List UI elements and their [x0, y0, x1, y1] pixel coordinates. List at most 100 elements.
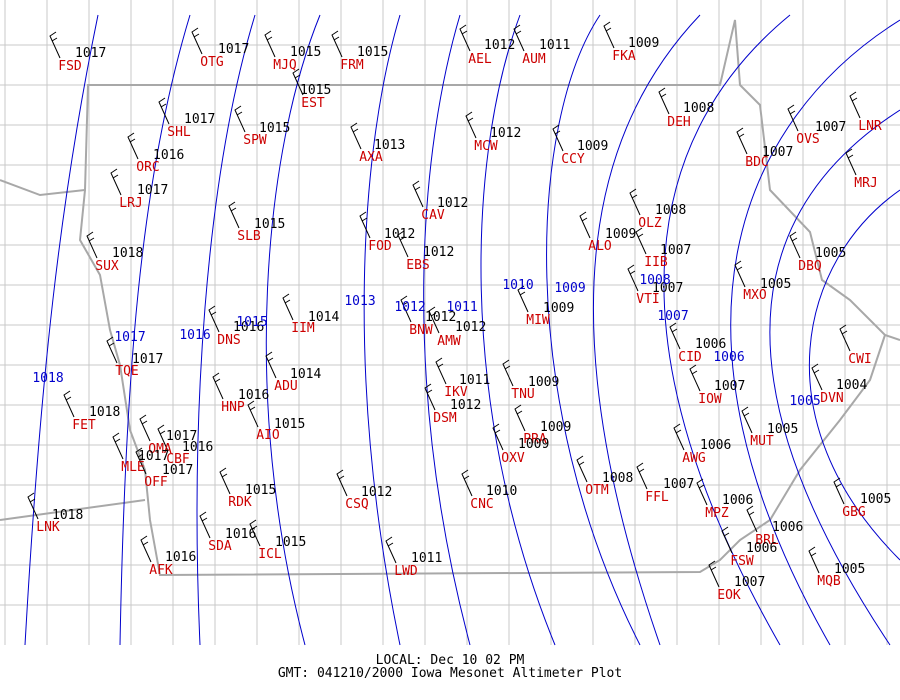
- isobar: [730, 19, 900, 646]
- station-pressure: 1015: [259, 121, 290, 136]
- station-id: SUX: [95, 259, 119, 274]
- station-id: GBG: [842, 505, 866, 520]
- station-pressure: 1012: [450, 398, 481, 413]
- isobar-label: 1013: [344, 294, 375, 309]
- station-id: ALO: [588, 239, 612, 254]
- station-pressure: 1015: [245, 483, 276, 498]
- station-id: MCW: [474, 139, 498, 154]
- wind-barb: [199, 511, 211, 539]
- wind-barb: [603, 21, 615, 49]
- border: [0, 499, 146, 521]
- station-id: DBQ: [798, 259, 822, 274]
- wind-barb: [513, 24, 525, 52]
- station-pressure: 1007: [762, 145, 793, 160]
- station-pressure: 1004: [836, 378, 867, 393]
- station-pressure: 1012: [425, 310, 456, 325]
- wind-barb: [708, 560, 720, 588]
- station-id: OVS: [796, 132, 819, 147]
- station-id: OXV: [501, 451, 525, 466]
- wind-barb: [247, 400, 259, 428]
- isobar: [363, 14, 401, 646]
- isobar-label: 1018: [32, 371, 63, 386]
- wind-barb: [208, 305, 220, 333]
- station-id: FRM: [340, 58, 364, 73]
- wind-barb: [845, 148, 857, 176]
- station-pressure: 1017: [137, 183, 168, 198]
- station-id: BRL: [755, 533, 779, 548]
- station-pressure: 1017: [138, 449, 169, 464]
- wind-barb: [385, 536, 397, 564]
- station-pressure: 1013: [374, 138, 405, 153]
- station-pressure: 1017: [132, 352, 163, 367]
- station-id: AEL: [468, 52, 492, 67]
- station-id: AMW: [437, 334, 461, 349]
- station-id: OFF: [144, 475, 168, 490]
- isobar-label: 1015: [236, 315, 267, 330]
- wind-barb: [576, 455, 588, 483]
- wind-barb: [635, 227, 647, 255]
- wind-barb: [63, 390, 75, 418]
- station-id: ICL: [258, 547, 282, 562]
- station-id: DNS: [217, 333, 240, 348]
- station-id: AIO: [256, 428, 280, 443]
- station-id: CCY: [561, 152, 585, 167]
- wind-barb: [428, 306, 440, 334]
- wind-barb: [734, 260, 746, 288]
- station-id: OTM: [585, 483, 609, 498]
- station-id: FSW: [730, 554, 754, 569]
- wind-barb: [106, 336, 118, 364]
- isobar-label: 1011: [446, 300, 477, 315]
- station-id: SDA: [208, 539, 232, 554]
- station-id: EOK: [717, 588, 741, 603]
- station-pressure: 1017: [75, 46, 106, 61]
- station-pressure: 1005: [767, 422, 798, 437]
- station-id: CAV: [421, 208, 445, 223]
- station-id: PRA: [523, 432, 547, 447]
- wind-barb: [629, 188, 641, 216]
- wind-barb: [86, 231, 98, 259]
- station-id: TQE: [115, 364, 138, 379]
- station-id: LWD: [394, 564, 418, 579]
- station-id: CSQ: [345, 497, 369, 512]
- station-id: DEH: [667, 115, 690, 130]
- wind-barb: [746, 505, 758, 533]
- wind-barb: [219, 467, 231, 495]
- isobar-label: 1010: [502, 278, 533, 293]
- station-id: EST: [301, 96, 325, 111]
- station-id: FET: [72, 418, 96, 433]
- footer-local: LOCAL: Dec 10 02 PM: [376, 653, 525, 668]
- wind-barb: [292, 68, 304, 96]
- station-id: AFK: [149, 563, 173, 578]
- wind-barb: [552, 124, 564, 152]
- station-pressure: 1008: [655, 203, 686, 218]
- wind-barb: [110, 168, 122, 196]
- wind-barb: [514, 404, 526, 432]
- wind-barb: [658, 87, 670, 115]
- station-id: IIM: [291, 321, 315, 336]
- station-id: AWG: [682, 451, 706, 466]
- isobar: [196, 14, 256, 646]
- wind-barb: [721, 526, 733, 554]
- station-pressure: 1015: [300, 83, 331, 98]
- station-pressure: 1011: [411, 551, 442, 566]
- wind-barb: [517, 285, 529, 313]
- isobar-label: 1008: [639, 273, 670, 288]
- wind-barb: [636, 462, 648, 490]
- station-id: MPZ: [705, 506, 729, 521]
- station-pressure: 1017: [218, 42, 249, 57]
- station-id: DVN: [820, 391, 843, 406]
- station-pressure: 1009: [543, 301, 574, 316]
- station-id: LRJ: [119, 196, 142, 211]
- station-pressure: 1006: [746, 541, 777, 556]
- station-pressure: 1009: [605, 227, 636, 242]
- wind-barb: [158, 97, 170, 125]
- wind-barb: [400, 295, 412, 323]
- isobar-label: 1012: [394, 300, 425, 315]
- wind-barb: [140, 535, 152, 563]
- isobar: [24, 14, 99, 646]
- wind-barb: [49, 31, 61, 59]
- wind-barb: [673, 423, 685, 451]
- station-pressure: 1015: [357, 45, 388, 60]
- station-pressure: 1018: [112, 246, 143, 261]
